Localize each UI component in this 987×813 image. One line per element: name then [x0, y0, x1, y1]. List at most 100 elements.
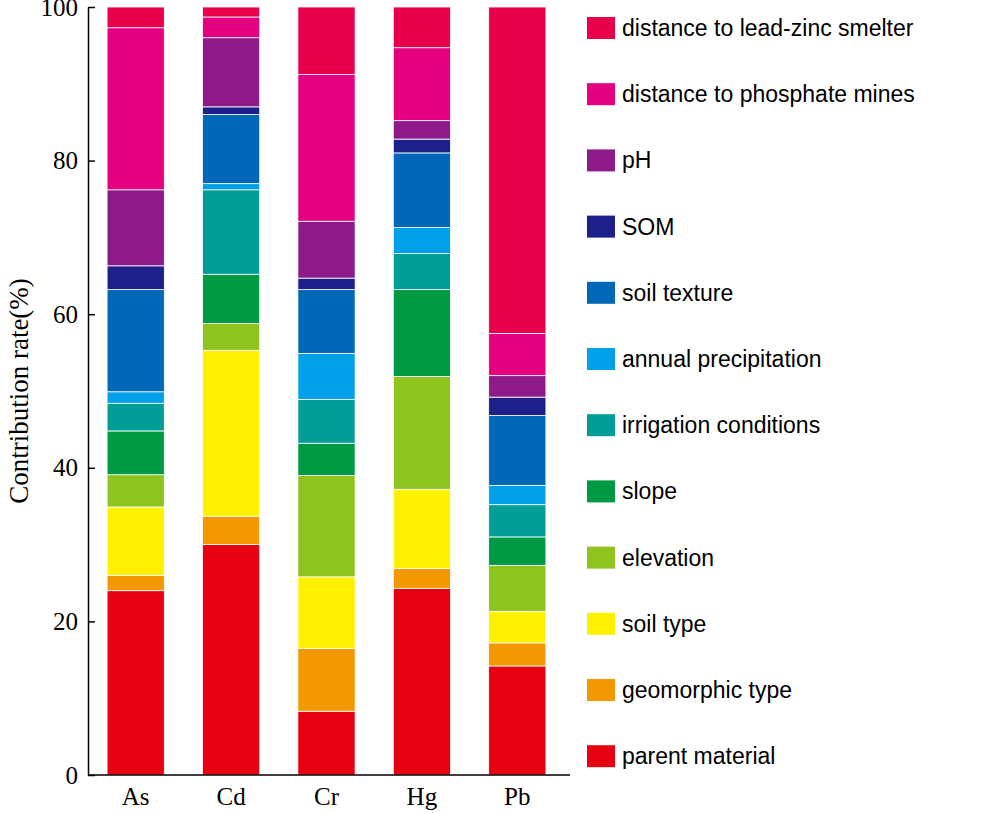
bar-segment — [202, 107, 259, 115]
legend-label: soil texture — [622, 280, 733, 306]
series — [107, 38, 546, 397]
y-tick-label: 20 — [53, 608, 78, 635]
legend-swatch — [587, 83, 615, 105]
legend-item: slope — [587, 478, 677, 504]
legend-swatch — [587, 149, 615, 171]
bar-segment — [298, 7, 355, 75]
x-tick: Hg — [407, 775, 438, 810]
bar-segment — [298, 75, 355, 222]
y-tick: 100 — [41, 0, 96, 21]
legend-item: SOM — [587, 214, 674, 240]
legend-swatch — [587, 613, 615, 635]
legend-swatch — [587, 547, 615, 569]
bar-segment — [202, 545, 259, 775]
x-axis-line — [88, 774, 570, 776]
legend-label: SOM — [622, 214, 674, 240]
bar-segment — [298, 353, 355, 399]
bar-segment — [107, 507, 164, 575]
legend: distance to lead-zinc smelter distance to… — [587, 15, 915, 769]
y-tick: 80 — [53, 147, 95, 174]
x-tick-label: Hg — [407, 783, 438, 810]
bar-segment — [202, 274, 259, 323]
y-tick-mark — [88, 468, 95, 470]
bar-segment — [202, 516, 259, 544]
legend-item: soil texture — [587, 280, 733, 306]
series — [107, 7, 546, 333]
series — [107, 323, 546, 611]
bar-segment — [393, 290, 450, 377]
series — [107, 190, 546, 537]
legend-swatch — [587, 745, 615, 767]
legend-swatch — [587, 216, 615, 238]
bar-segment — [202, 184, 259, 190]
y-tick-mark — [88, 621, 95, 623]
bar-segment — [107, 392, 164, 404]
bar-segment — [489, 537, 546, 565]
bar-segment — [393, 153, 450, 227]
legend-item: annual precipitation — [587, 346, 821, 372]
bar-segment — [202, 323, 259, 350]
y-tick-mark — [88, 160, 95, 162]
bar-segment — [298, 221, 355, 278]
series — [107, 350, 546, 648]
x-tick: As — [122, 775, 150, 810]
y-tick-label: 60 — [53, 301, 78, 328]
y-axis-title: Contribution rate(%) — [4, 278, 34, 504]
bar-segment — [107, 190, 164, 266]
y-tick-label: 0 — [66, 762, 79, 789]
bar-segment — [107, 591, 164, 775]
legend-item: irrigation conditions — [587, 412, 820, 438]
legend-item: soil type — [587, 611, 706, 637]
bars — [107, 7, 546, 775]
legend-swatch — [587, 348, 615, 370]
legend-item: pH — [587, 147, 651, 173]
y-tick-mark — [88, 314, 95, 316]
legend-label: distance to lead-zinc smelter — [622, 15, 914, 41]
bar-segment — [393, 121, 450, 139]
bar-segment — [298, 443, 355, 475]
bar-segment — [393, 7, 450, 48]
bar-segment — [489, 416, 546, 486]
bar-segment — [202, 190, 259, 274]
legend-swatch — [587, 282, 615, 304]
bar-segment — [298, 711, 355, 775]
bar-segment — [107, 7, 164, 28]
bar-segment — [489, 666, 546, 775]
series — [107, 545, 546, 775]
legend-item: geomorphic type — [587, 677, 792, 703]
legend-swatch — [587, 480, 615, 502]
x-tick: Pb — [504, 775, 530, 810]
y-axis: 0 20 40 60 80 100 — [41, 0, 96, 789]
legend-label: geomorphic type — [622, 677, 792, 703]
legend-label: slope — [622, 478, 677, 504]
bar-segment — [298, 399, 355, 443]
y-tick-label: 80 — [53, 147, 78, 174]
bar-segment — [107, 475, 164, 507]
legend-label: annual precipitation — [622, 346, 821, 372]
bar-segment — [107, 266, 164, 290]
bar-segment — [298, 577, 355, 648]
legend-item: distance to lead-zinc smelter — [587, 15, 914, 41]
bar-segment — [393, 489, 450, 568]
bar-segment — [202, 115, 259, 184]
x-tick-label: Cd — [217, 783, 247, 810]
bar-segment — [393, 376, 450, 489]
bar-segment — [393, 48, 450, 121]
y-tick-label: 100 — [41, 0, 79, 21]
legend-label: distance to phosphate mines — [622, 81, 915, 107]
y-tick-label: 40 — [53, 454, 78, 481]
series — [107, 274, 546, 565]
bar-segment — [202, 7, 259, 17]
chart: 020406080100AsCdCrHgPbContribution rate(… — [0, 0, 987, 813]
legend-item: distance to phosphate mines — [587, 81, 915, 107]
bar-segment — [489, 611, 546, 642]
legend-label: elevation — [622, 545, 714, 571]
y-tick: 20 — [53, 608, 95, 635]
bar-segment — [107, 403, 164, 431]
bar-segment — [393, 588, 450, 775]
bar-segment — [298, 648, 355, 711]
bar-segment — [393, 227, 450, 253]
legend-label: soil type — [622, 611, 706, 637]
bar-segment — [202, 17, 259, 38]
bar-segment — [107, 28, 164, 190]
